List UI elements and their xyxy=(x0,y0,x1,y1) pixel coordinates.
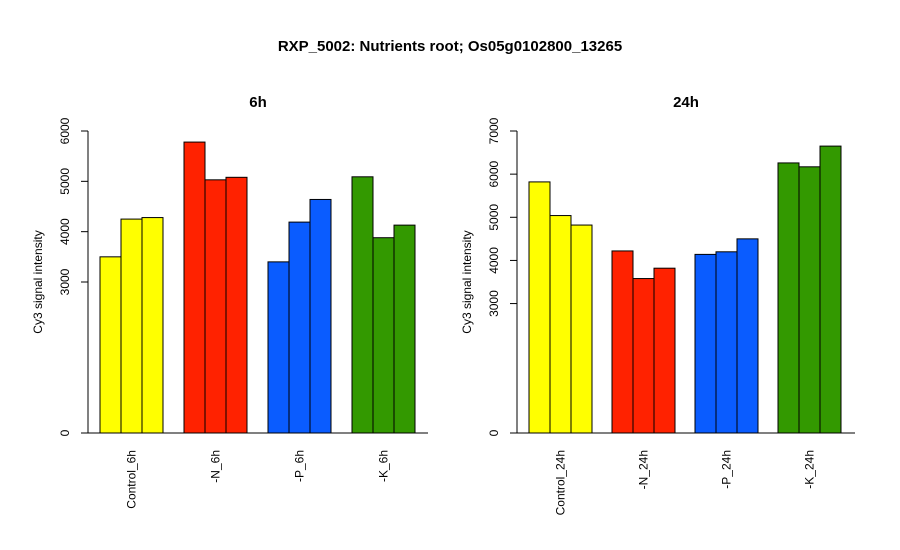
main-title: RXP_5002: Nutrients root; Os05g0102800_1… xyxy=(277,38,623,55)
bar xyxy=(120,218,143,434)
panel-title: 24h xyxy=(673,94,699,111)
bar xyxy=(632,278,655,434)
y-tick-label: 5000 xyxy=(58,168,72,195)
category-label: -K_6h xyxy=(377,450,391,482)
category-label: Control_6h xyxy=(125,450,139,509)
y-tick-label: 3000 xyxy=(58,268,72,295)
bar xyxy=(570,224,593,434)
bar xyxy=(183,141,206,434)
category-label: Control_24h xyxy=(554,450,568,515)
category-label: -N_6h xyxy=(209,450,223,483)
y-tick-label: 6000 xyxy=(487,160,501,187)
bar xyxy=(288,221,311,434)
bar xyxy=(736,238,759,434)
bar xyxy=(267,261,290,434)
bar xyxy=(351,176,374,434)
bar xyxy=(372,237,395,434)
bar xyxy=(798,166,821,434)
bar xyxy=(715,251,738,434)
y-tick-label: 7000 xyxy=(487,117,501,144)
bar xyxy=(141,217,164,434)
bar xyxy=(204,179,227,434)
panel-title: 6h xyxy=(249,94,267,111)
bar xyxy=(528,181,551,434)
bar xyxy=(611,250,634,434)
bar xyxy=(819,145,842,434)
y-axis-title: Cy3 signal intensity xyxy=(31,230,45,333)
y-tick-label: 5000 xyxy=(487,204,501,231)
y-tick-label: 6000 xyxy=(58,117,72,144)
bar xyxy=(225,176,248,434)
bar xyxy=(694,253,717,434)
y-tick-label: 4000 xyxy=(58,218,72,245)
category-label: -K_24h xyxy=(803,450,817,489)
bar xyxy=(309,198,332,434)
bar xyxy=(99,256,122,434)
y-tick-label: 0 xyxy=(487,429,501,436)
y-axis-title: Cy3 signal intensity xyxy=(460,230,474,333)
category-label: -P_24h xyxy=(720,450,734,489)
category-label: -P_6h xyxy=(293,450,307,482)
category-label: -N_24h xyxy=(637,450,651,489)
bar xyxy=(549,215,572,434)
bar xyxy=(653,267,676,434)
y-tick-label: 4000 xyxy=(487,247,501,274)
y-tick-label: 0 xyxy=(58,429,72,436)
bar xyxy=(777,162,800,434)
bar xyxy=(393,224,416,434)
y-tick-label: 3000 xyxy=(487,290,501,317)
